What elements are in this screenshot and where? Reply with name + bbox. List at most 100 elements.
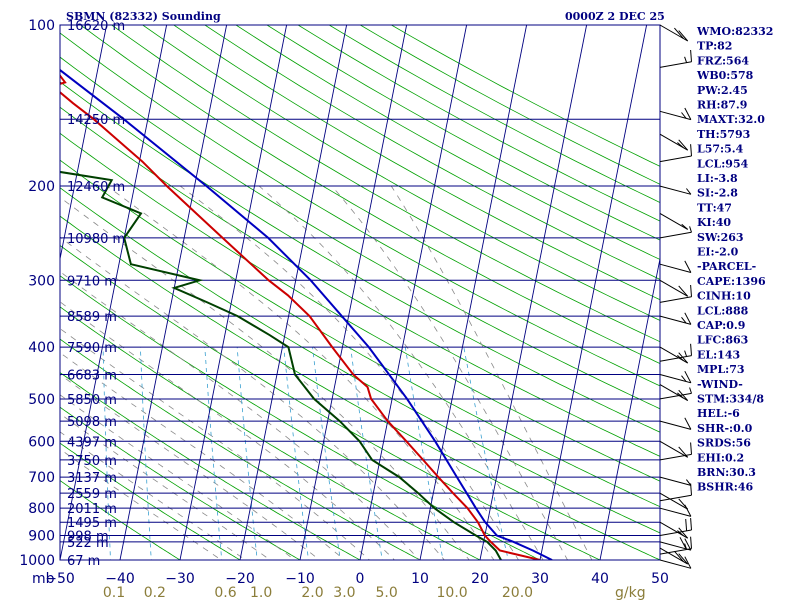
dry-adiabat	[60, 132, 660, 482]
dry-adiabat	[60, 106, 660, 457]
dry-adiabat	[60, 275, 541, 560]
mixing-ratio-label: 3.0	[333, 585, 355, 600]
wind-barb-flag	[684, 370, 692, 384]
wind-barb	[659, 284, 692, 303]
isotherm	[599, 256, 660, 560]
wind-barb-flag	[684, 260, 692, 273]
index-value: PW:2.45	[697, 84, 748, 97]
isotherm	[239, 25, 348, 560]
wind-barb	[659, 346, 689, 364]
wind-barb-flag	[677, 530, 684, 537]
mixing-ratio-label: 0.2	[144, 585, 166, 600]
mixing-ratio-label: 10.0	[437, 585, 468, 600]
index-value: HEL:-6	[697, 407, 740, 420]
index-value: TP:82	[697, 40, 732, 53]
wind-barb	[659, 476, 692, 486]
height-label: 10980 m	[67, 232, 125, 247]
wind-barb	[659, 537, 692, 551]
pressure-label: 300	[28, 273, 55, 289]
wind-barb	[659, 49, 692, 68]
wind-barb-flag	[684, 417, 692, 430]
wind-barb	[659, 185, 692, 195]
isotherm	[479, 25, 588, 560]
index-value: EL:143	[697, 348, 740, 361]
wind-barb-flag	[690, 518, 692, 531]
wind-barbs	[659, 24, 692, 569]
temperature-tick-label: −20	[225, 571, 255, 587]
dry-adiabat	[60, 338, 421, 560]
index-value: TH:5793	[697, 128, 750, 141]
height-label: 6683 m	[67, 369, 117, 384]
wind-barb-flag	[690, 442, 692, 455]
wind-barb-shaft	[659, 315, 692, 325]
index-value: WMO:82332	[696, 25, 773, 38]
index-value: STM:334/8	[697, 393, 764, 406]
moist-adiabat	[331, 185, 569, 560]
dry-adiabat	[60, 56, 660, 410]
wind-barb	[659, 518, 692, 536]
dry-adiabat	[60, 32, 660, 387]
wind-barb	[659, 440, 689, 458]
wind-barb-flag	[678, 285, 689, 297]
wind-barb-shaft	[659, 374, 692, 384]
index-value: LI:-3.8	[697, 172, 738, 185]
wind-barb-flag	[681, 375, 687, 382]
pressure-label: 600	[28, 434, 55, 450]
wind-barb-flag	[684, 350, 688, 357]
wind-barb-flag	[684, 538, 692, 551]
wind-barb	[659, 212, 689, 230]
wind-barb	[659, 387, 692, 400]
height-label: 2559 m	[67, 487, 117, 502]
mixing-ratio-line	[236, 347, 258, 560]
mixing-ratio-line	[102, 347, 111, 560]
wind-barb	[659, 107, 692, 121]
isotherm	[359, 25, 468, 560]
wind-barb-shaft	[659, 541, 692, 551]
dry-adiabat	[173, 25, 660, 301]
index-value: CINH:10	[697, 290, 751, 303]
height-label: 3750 m	[67, 454, 117, 469]
wind-barb-flag	[690, 144, 692, 157]
wind-barb-shaft	[659, 476, 692, 486]
dry-adiabat	[60, 372, 361, 560]
temperature-tick-label: 30	[531, 571, 549, 587]
wind-barb-flag	[685, 518, 688, 531]
wind-barb-flag	[677, 355, 684, 361]
isotherm	[299, 25, 408, 560]
wind-barb-flag	[679, 537, 687, 550]
mixing-ratio-line	[140, 347, 152, 560]
dry-adiabat	[60, 187, 660, 534]
wind-barb-shaft	[659, 263, 692, 273]
wind-barb-flag	[684, 107, 692, 120]
index-value: EI:-2.0	[697, 246, 739, 259]
height-label: 4397 m	[67, 435, 117, 450]
pressure-label: 800	[28, 501, 55, 517]
wind-barb	[659, 547, 689, 565]
index-value: SHR-:0.0	[697, 422, 753, 435]
wind-barb	[659, 521, 689, 539]
moist-adiabat	[258, 185, 544, 560]
wind-barb-shaft	[659, 529, 692, 536]
index-value: LCL:888	[697, 304, 749, 317]
wind-barb	[659, 556, 692, 569]
isotherm	[60, 25, 168, 560]
dry-adiabat	[60, 442, 241, 560]
temperature-tick-label: 0	[356, 571, 365, 587]
wind-barb-shaft	[659, 547, 688, 565]
moist-adiabat	[60, 301, 395, 560]
wind-barb-flag	[690, 284, 692, 297]
wind-barb	[659, 260, 692, 273]
pressure-label: 100	[28, 18, 55, 34]
wind-barb-shaft	[659, 296, 692, 303]
pressure-label: 700	[28, 470, 55, 486]
index-value: EHI:0.2	[697, 451, 744, 464]
chart-grid	[60, 25, 660, 560]
wind-barb-flag	[690, 49, 692, 62]
chart-traces	[60, 68, 553, 560]
isotherm	[119, 25, 228, 560]
index-value: SRDS:56	[697, 437, 751, 450]
dry-adiabat	[60, 479, 181, 560]
wind-barb-flag	[686, 479, 692, 486]
